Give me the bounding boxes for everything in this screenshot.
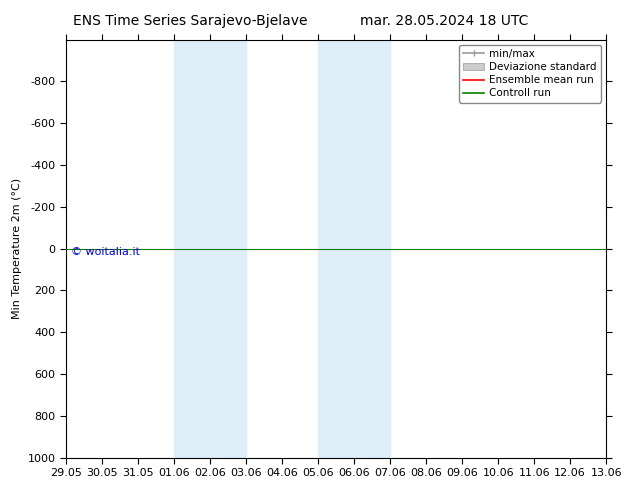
Legend: min/max, Deviazione standard, Ensemble mean run, Controll run: min/max, Deviazione standard, Ensemble m… [459, 45, 601, 102]
Y-axis label: Min Temperature 2m (°C): Min Temperature 2m (°C) [12, 178, 22, 319]
Text: © woitalia.it: © woitalia.it [72, 246, 140, 256]
Text: mar. 28.05.2024 18 UTC: mar. 28.05.2024 18 UTC [359, 14, 528, 28]
Text: ENS Time Series Sarajevo-Bjelave: ENS Time Series Sarajevo-Bjelave [73, 14, 307, 28]
Bar [174, 40, 246, 458]
Bar [318, 40, 390, 458]
